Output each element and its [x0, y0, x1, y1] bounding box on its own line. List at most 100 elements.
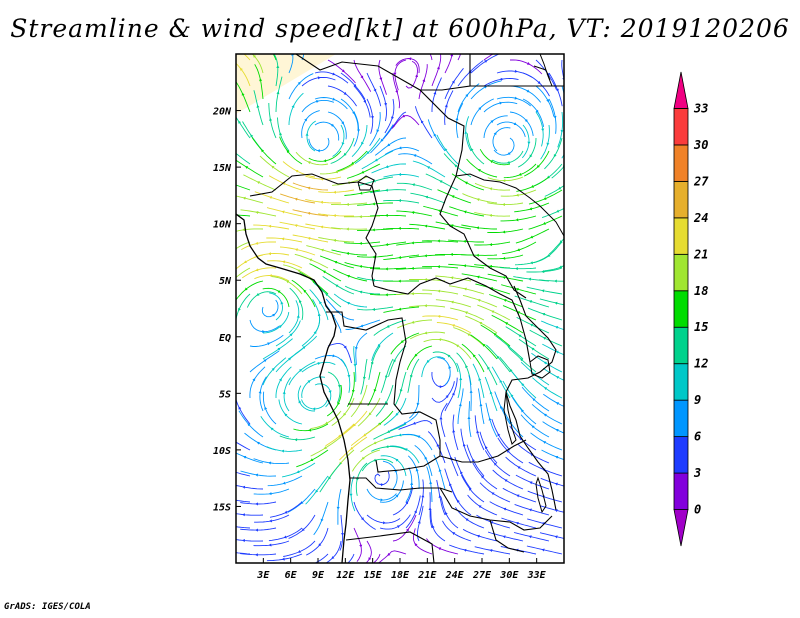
streamline	[531, 352, 563, 373]
streamline	[540, 124, 550, 160]
streamline	[327, 85, 357, 107]
streamline	[441, 339, 472, 360]
streamline-arrow	[487, 366, 491, 370]
country-borders	[236, 54, 564, 563]
streamline-arrow	[454, 164, 458, 168]
streamline-arrow	[341, 533, 345, 536]
streamline-arrow	[431, 525, 435, 529]
streamline-arrow	[509, 368, 513, 372]
streamline-arrow	[482, 343, 486, 347]
streamline-arrow	[337, 434, 342, 438]
streamline-arrow	[343, 152, 347, 156]
streamline	[513, 532, 550, 542]
streamline	[306, 245, 342, 256]
streamline	[373, 319, 407, 336]
streamline	[444, 90, 454, 126]
streamline	[465, 315, 498, 334]
streamline	[246, 291, 277, 308]
streamline-arrow	[270, 427, 274, 431]
streamline	[526, 545, 563, 555]
streamline	[407, 455, 420, 490]
streamline	[369, 111, 381, 146]
streamline	[418, 64, 428, 100]
streamline	[483, 78, 519, 87]
streamline	[340, 358, 351, 393]
streamline-arrow	[476, 430, 480, 434]
streamline	[444, 54, 453, 74]
streamline	[500, 189, 537, 197]
streamline	[479, 148, 511, 166]
streamline-arrow	[504, 322, 509, 326]
streamline-arrow	[256, 441, 260, 445]
lon-tick-label: 24E	[445, 570, 465, 581]
streamline	[288, 92, 304, 126]
streamline-arrow	[341, 69, 345, 73]
streamline	[319, 255, 355, 269]
streamline	[496, 96, 531, 107]
streamline	[448, 239, 484, 243]
lon-tick-label: 33E	[527, 570, 547, 581]
streamline-arrow	[398, 146, 402, 150]
streamline	[437, 357, 451, 386]
streamline	[480, 324, 511, 347]
streamline-arrow	[328, 476, 332, 480]
streamline	[396, 182, 433, 191]
streamline-arrow	[415, 74, 419, 78]
streamline	[484, 450, 511, 477]
streamline-arrow	[323, 446, 327, 449]
streamline	[254, 191, 290, 204]
streamline	[544, 265, 564, 272]
streamline	[371, 446, 407, 452]
streamline-arrow	[385, 293, 388, 297]
streamline	[491, 314, 524, 334]
streamline-arrow	[458, 403, 462, 407]
streamline-arrow	[417, 520, 421, 524]
streamline-arrow	[450, 300, 454, 304]
streamline	[487, 202, 524, 206]
streamline	[288, 300, 300, 334]
streamline-arrow	[438, 547, 442, 551]
streamline-arrow	[411, 266, 414, 270]
streamline	[314, 553, 329, 563]
streamline	[341, 410, 368, 437]
streamline	[282, 161, 316, 178]
streamline	[388, 345, 407, 377]
streamline-arrow	[445, 394, 449, 398]
streamline	[449, 544, 485, 555]
streamline	[314, 71, 349, 84]
streamline-arrow	[507, 151, 511, 155]
streamline-arrow	[346, 202, 349, 206]
streamline	[571, 99, 575, 135]
lon-tick-label: 27E	[472, 570, 492, 581]
streamline	[367, 371, 381, 406]
streamline-arrow	[278, 325, 282, 329]
streamline	[355, 332, 368, 366]
streamline	[325, 423, 355, 447]
streamline	[407, 358, 420, 393]
streamline	[456, 102, 464, 139]
streamline	[379, 480, 404, 503]
streamline	[543, 393, 564, 407]
streamline-arrow	[244, 287, 248, 291]
streamline	[405, 60, 418, 89]
streamline	[470, 80, 502, 100]
streamline	[474, 546, 511, 555]
streamline	[511, 371, 537, 399]
streamline-arrow	[395, 494, 399, 498]
streamline	[266, 446, 303, 452]
streamline	[528, 189, 563, 205]
streamline	[262, 311, 290, 334]
streamline	[433, 454, 446, 490]
streamline	[477, 388, 485, 425]
streamline-arrow	[269, 519, 273, 523]
streamline	[236, 471, 251, 477]
streamline-arrow	[393, 72, 397, 76]
streamline	[332, 124, 345, 157]
streamline	[409, 331, 446, 340]
streamline	[295, 151, 329, 166]
streamline-arrow	[553, 115, 557, 119]
streamline	[306, 120, 316, 152]
streamline	[331, 202, 368, 206]
streamline-arrow	[560, 129, 564, 133]
streamline	[452, 414, 459, 451]
